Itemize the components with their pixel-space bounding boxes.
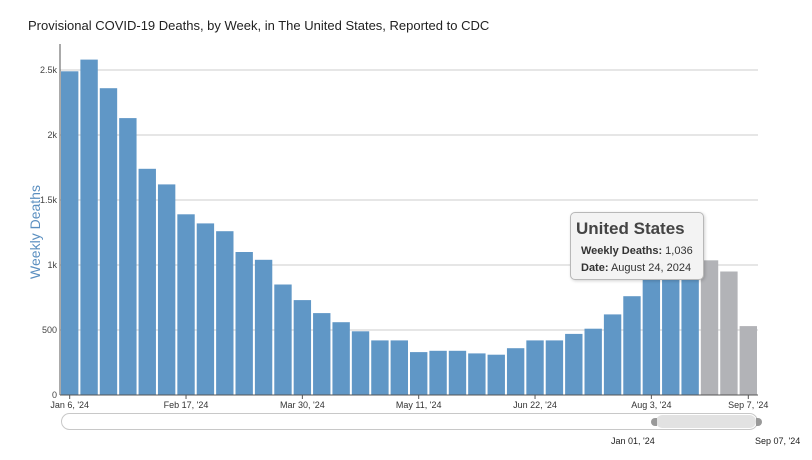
bar-jun-8[interactable] [487,354,505,395]
bar-may-4[interactable] [390,340,408,395]
tooltip-title: United States [576,219,685,238]
tooltip-deaths-label: Weekly Deaths: [581,245,663,257]
bar-jul-13[interactable] [584,328,602,395]
bar-may-25[interactable] [448,350,467,395]
bar-mar-9[interactable] [235,252,253,395]
x-tick-label: Jan 6, '24 [50,400,89,410]
bar-aug-17[interactable] [681,270,699,395]
y-tick-label: 500 [42,325,57,335]
tooltip-deaths-row: Weekly Deaths: 1,036 [581,245,693,257]
y-tick-label: 0 [52,390,57,400]
bar-jul-20[interactable] [603,314,622,395]
bar-aug-24[interactable] [700,260,719,395]
range-navigator[interactable] [61,413,762,430]
navigator-left-handle[interactable] [651,418,657,426]
x-tick-label: Feb 17, '24 [164,400,209,410]
tooltip-deaths-value: 1,036 [665,245,693,257]
navigator-end-label: Sep 07, '24 [755,436,801,446]
bar-feb-17[interactable] [177,214,195,395]
y-tick-label: 2.5k [40,65,58,75]
chart-title: Provisional COVID-19 Deaths, by Week, in… [28,18,490,33]
bar-mar-16[interactable] [254,259,273,395]
navigator-start-label: Jan 01, '24 [611,436,655,446]
tooltip-date-row: Date: August 24, 2024 [581,262,691,274]
bar-jun-29[interactable] [545,340,564,395]
x-tick-label: May 11, '24 [396,400,442,410]
bar-mar-30[interactable] [293,300,312,395]
navigator-right-handle[interactable] [756,418,762,426]
x-tick-label: Aug 3, '24 [631,400,671,410]
bar-feb-24[interactable] [196,223,215,395]
bar-apr-27[interactable] [371,340,389,395]
tooltip-date-label: Date: [581,262,609,274]
bar-may-11[interactable] [410,352,428,395]
bar-feb-3[interactable] [138,168,156,395]
bar-aug-31[interactable] [720,271,738,396]
y-tick-label: 1.5k [40,195,58,205]
x-tick-label: Jun 22, '24 [513,400,557,410]
y-axis-title: Weekly Deaths [27,185,43,279]
x-tick-label: Mar 30, '24 [280,400,325,410]
navigator-selected-range[interactable] [656,415,756,428]
bar-jan-27[interactable] [119,118,137,395]
bar-jan-13[interactable] [80,59,98,395]
bar-apr-6[interactable] [313,313,331,395]
bar-apr-20[interactable] [351,331,370,395]
bar-jan-20[interactable] [99,88,118,395]
bar-jul-27[interactable] [623,296,641,395]
bar-may-18[interactable] [429,350,447,395]
bar-apr-13[interactable] [332,322,350,395]
bar-mar-2[interactable] [216,231,234,395]
bar-aug-10[interactable] [662,265,680,395]
bar-jun-22[interactable] [526,340,544,395]
bar-jan-6[interactable] [61,71,79,396]
bar-series [61,59,757,396]
bar-jun-15[interactable] [506,348,525,395]
bar-jun-1[interactable] [468,353,486,395]
y-tick-label: 1k [47,260,57,270]
bar-sep-7[interactable] [739,326,757,395]
bar-feb-10[interactable] [157,184,176,395]
axes: 0 500 1k 1.5k 2k 2.5k Jan 6, '24 Feb 17, '24 Mar… [40,44,768,410]
bar-mar-23[interactable] [274,284,292,396]
x-tick-label: Sep 7, '24 [728,400,768,410]
tooltip-date-value: August 24, 2024 [610,262,692,274]
bar-jul-6[interactable] [565,333,583,395]
bar-tooltip: United States Weekly Deaths: 1,036 Date:… [570,212,704,280]
bar-aug-3[interactable] [642,276,661,395]
y-tick-label: 2k [47,130,57,140]
